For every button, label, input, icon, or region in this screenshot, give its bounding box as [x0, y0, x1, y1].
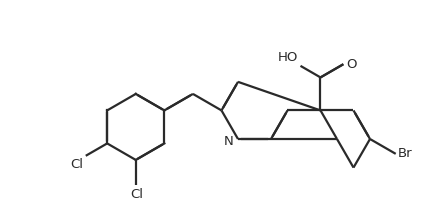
Text: Cl: Cl	[70, 158, 83, 171]
Text: HO: HO	[278, 51, 298, 64]
Text: Br: Br	[398, 147, 412, 160]
Text: Cl: Cl	[130, 188, 143, 201]
Text: O: O	[346, 58, 357, 71]
Text: N: N	[224, 134, 234, 147]
